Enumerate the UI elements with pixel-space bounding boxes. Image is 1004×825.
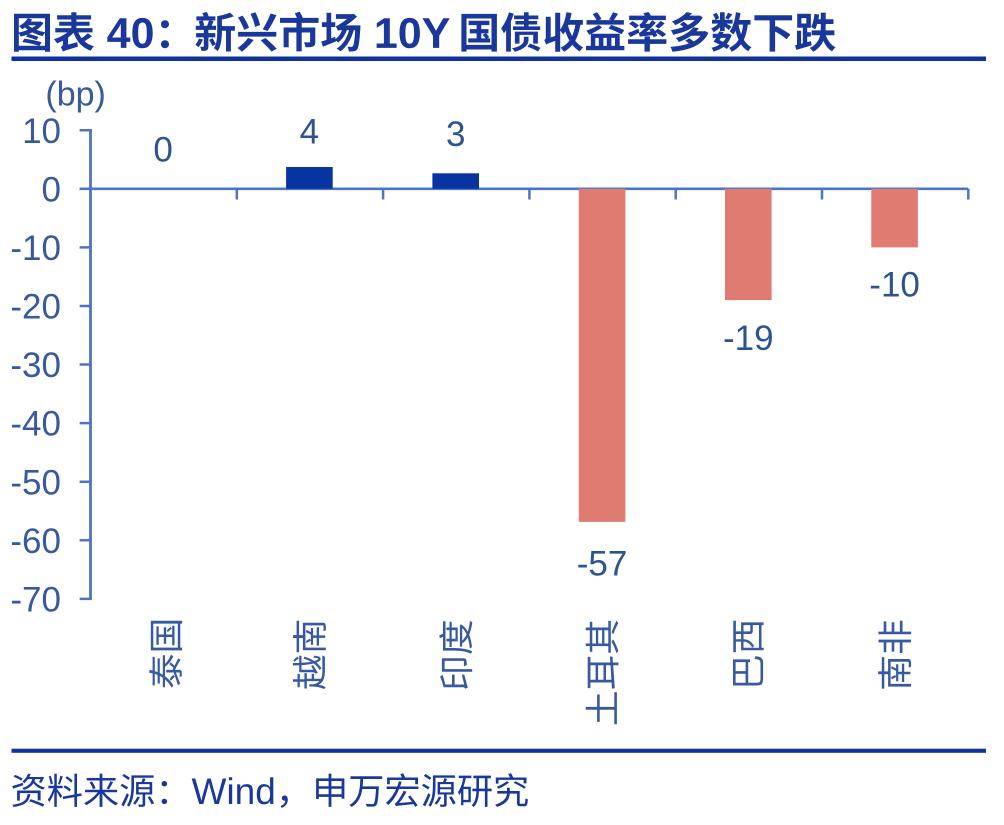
svg-text:-10: -10 <box>869 265 920 304</box>
svg-text:0: 0 <box>153 131 172 170</box>
svg-text:-19: -19 <box>723 319 774 358</box>
svg-text:-57: -57 <box>577 545 628 584</box>
svg-text:-30: -30 <box>10 346 61 385</box>
svg-text:0: 0 <box>42 170 61 209</box>
svg-text:3: 3 <box>446 115 465 154</box>
svg-text:-10: -10 <box>10 229 61 268</box>
svg-text:-70: -70 <box>10 581 61 620</box>
svg-text:(bp): (bp) <box>45 76 105 114</box>
svg-text:-40: -40 <box>10 405 61 444</box>
svg-text:4: 4 <box>300 112 319 151</box>
svg-text:10: 10 <box>22 112 61 151</box>
svg-text:-20: -20 <box>10 288 61 327</box>
svg-text:-50: -50 <box>10 463 61 502</box>
svg-text:-60: -60 <box>10 522 61 561</box>
